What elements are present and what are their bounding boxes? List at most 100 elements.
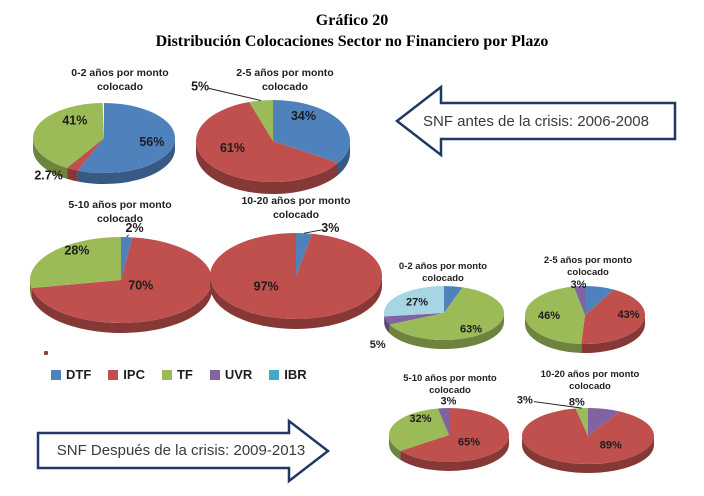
label-leader-line <box>533 401 582 409</box>
pie-slice-IPC <box>581 289 646 344</box>
slice-label: 3% <box>571 279 587 291</box>
legend-label: IBR <box>284 367 307 382</box>
main-title-line2: Distribución Colocaciones Sector no Fina… <box>155 33 549 51</box>
pie-title-10-20-after: 10-20 años por monto colocado <box>540 369 640 393</box>
legend-swatch-IPC <box>108 369 119 380</box>
pie-slice-TF <box>389 408 449 451</box>
pie-title-0-2-before: 0-2 años por monto colocado <box>71 67 169 94</box>
pie-slice-side-IPC <box>210 276 382 329</box>
legend: DTF IPC TF UVR IBR <box>51 367 307 382</box>
slice-label: 27% <box>406 296 428 308</box>
pie-2: 2% 70% 28% <box>29 221 213 334</box>
slice-label: 2.7% <box>34 168 63 182</box>
slice-label: 56% <box>139 135 164 149</box>
pie-4: 63% 5% 27% <box>370 286 505 351</box>
legend-swatch-TF <box>161 369 172 380</box>
pie-slice-side-IPC <box>522 436 654 473</box>
pie-slice-DTF <box>444 286 463 313</box>
pie-slice-side-IPC <box>31 280 213 334</box>
slice-label: 89% <box>600 440 622 452</box>
pie-slice-IPC <box>400 408 509 463</box>
pie-slice-side-IPC <box>67 167 78 182</box>
slice-label: 5% <box>370 339 386 351</box>
slice-label: 61% <box>220 141 245 155</box>
pie-slice-DTF <box>77 103 176 173</box>
left-arrow-shape <box>394 84 677 158</box>
pie-slice-TF <box>575 408 588 436</box>
slice-label: 3% <box>321 221 339 235</box>
pie-slice-side-DTF <box>77 138 175 184</box>
slice-label: 28% <box>64 244 89 258</box>
pie-slice-IBR <box>383 286 444 317</box>
pie-0: 56% 2.7% 41% <box>32 103 176 184</box>
legend-label: DTF <box>66 367 92 382</box>
legend-item-UVR: UVR <box>209 367 252 382</box>
slice-label: 5% <box>191 79 209 93</box>
pie-slice-IPC <box>196 102 339 182</box>
pie-slice-IPC <box>31 237 212 324</box>
slice-label: 3% <box>517 394 533 406</box>
pie-5: 43% 46% 3% <box>525 279 646 353</box>
slice-label: 63% <box>460 324 482 336</box>
right-arrow-shape <box>36 418 331 484</box>
slice-label: 65% <box>458 436 480 448</box>
pie-slice-UVR <box>384 313 444 325</box>
pie-slice-UVR <box>573 286 585 315</box>
legend-swatch-UVR <box>209 369 220 380</box>
pie-slice-TF <box>389 287 505 340</box>
slice-label: 41% <box>62 114 87 128</box>
pie-title-5-10-after: 5-10 años por monto colocado <box>403 373 497 397</box>
pie-slice-TF <box>249 100 273 141</box>
slice-label: 97% <box>254 280 279 294</box>
pie-6: 65% 32% 3% <box>389 396 509 472</box>
right-arrow-polygon <box>36 418 331 484</box>
pie-slice-DTF <box>585 286 614 315</box>
pie-slice-TF <box>29 237 122 289</box>
pie-title-10-20-before: 10-20 años por monto colocado <box>241 195 351 222</box>
pie-slice-TF <box>33 103 104 168</box>
pie-slice-side-IPC <box>400 435 509 472</box>
legend-item-IPC: IPC <box>108 367 145 382</box>
pie-slice-side-IPC <box>196 141 339 194</box>
pie-7: 8% 89% 3% <box>517 394 655 473</box>
slice-label: 8% <box>569 396 585 408</box>
pie-slice-TF <box>525 286 585 344</box>
legend-swatch-IBR <box>269 369 280 380</box>
slice-label: 70% <box>128 279 153 293</box>
pie-3: 3% 97% <box>210 221 383 329</box>
pie-title-2-5-after: 2-5 años por monto colocado <box>543 255 633 279</box>
pie-slice-DTF <box>121 237 133 280</box>
pie-slice-UVR <box>588 408 620 436</box>
slice-label: 32% <box>410 413 432 425</box>
pie-slice-side-IPC <box>581 315 645 353</box>
pie-slice-side-DTF <box>338 141 350 175</box>
banner-after-text: SNF Después de la crisis: 2009-2013 <box>56 442 306 459</box>
pie-slice-side-TF <box>30 280 32 299</box>
banner-after-crisis: SNF Después de la crisis: 2009-2013 <box>36 418 336 486</box>
label-leader-line <box>208 87 262 101</box>
slice-label: 43% <box>618 309 640 321</box>
pie-title-5-10-before: 5-10 años por monto colocado <box>68 199 172 226</box>
pie-slice-side-TF <box>389 313 504 349</box>
pie-title-0-2-after: 0-2 años por monto colocado <box>398 261 488 285</box>
pie-slice-DTF <box>273 100 350 163</box>
main-title: Gráfico 20 Distribución Colocaciones Sec… <box>0 10 704 52</box>
slice-label: 3% <box>441 396 457 408</box>
pie-slice-side-TF <box>32 138 68 179</box>
legend-swatch-DTF <box>51 369 61 380</box>
label-leader-line <box>126 234 129 238</box>
pie-slice-side-TF <box>389 435 401 460</box>
pie-slice-DTF <box>296 233 313 276</box>
pie-1: 34% 61% 5% <box>191 79 350 194</box>
pie-slice-side-TF <box>525 315 582 353</box>
pie-title-2-5-before: 2-5 años por monto colocado <box>236 67 334 94</box>
left-arrow-polygon <box>394 84 677 158</box>
stray-dot <box>44 351 48 355</box>
label-leader-line <box>304 229 322 234</box>
pie-slice-IPC <box>522 408 655 465</box>
banner-before-text: SNF antes de la crisis: 2006-2008 <box>423 112 649 130</box>
pie-slice-UVR <box>437 408 449 435</box>
slice-label: 46% <box>538 310 560 322</box>
pie-slice-IPC <box>67 138 104 171</box>
